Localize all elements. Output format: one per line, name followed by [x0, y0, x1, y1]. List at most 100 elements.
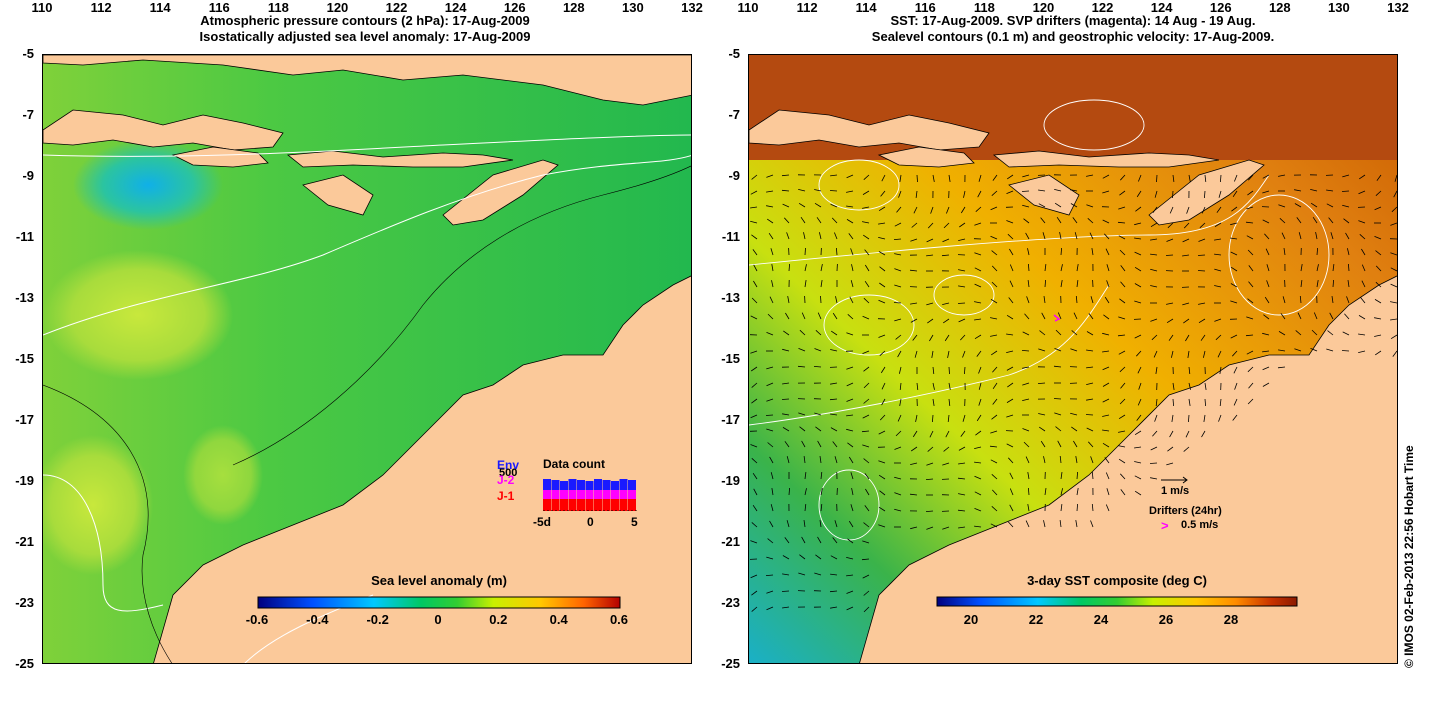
velocity-arrow — [830, 382, 838, 385]
velocity-arrow — [960, 206, 966, 214]
left-map-title: Atmospheric pressure contours (2 hPa): 1… — [40, 13, 690, 45]
velocity-arrow — [1374, 236, 1382, 240]
velocity-arrow — [1150, 446, 1158, 451]
velocity-arrow — [1118, 316, 1126, 320]
velocity-arrow — [1009, 488, 1014, 496]
velocity-arrow — [878, 299, 886, 304]
velocity-arrow — [897, 350, 902, 358]
velocity-arrow — [942, 318, 950, 324]
velocity-arrow — [978, 174, 982, 182]
velocity-arrow — [1297, 312, 1302, 320]
velocity-arrow — [766, 366, 774, 370]
velocity-arrow — [878, 524, 886, 528]
velocity-arrow — [850, 504, 854, 512]
velocity-arrow — [815, 330, 822, 336]
velocity-arrow — [1201, 206, 1206, 214]
sla-colorbar-tick: -0.6 — [245, 612, 269, 627]
velocity-arrow — [1219, 398, 1222, 407]
velocity-arrow — [1117, 334, 1126, 337]
velocity-arrow — [1316, 264, 1319, 272]
velocity-arrow — [784, 217, 790, 224]
velocity-arrow — [1246, 206, 1254, 210]
velocity-arrow — [750, 444, 758, 448]
velocity-arrow — [974, 334, 982, 340]
velocity-arrow — [1248, 265, 1254, 272]
velocity-arrow — [788, 487, 790, 496]
velocity-arrow — [1358, 220, 1366, 224]
velocity-arrow — [1086, 349, 1094, 352]
velocity-arrow — [862, 444, 870, 448]
sst-colorbar-tick: 24 — [1093, 612, 1109, 627]
velocity-arrow — [817, 440, 822, 448]
data-count-series-j2: J-2 — [497, 473, 515, 487]
velocity-arrow — [893, 302, 902, 304]
velocity-arrow — [820, 503, 823, 512]
velocity-arrow — [798, 189, 806, 192]
velocity-arrow — [880, 366, 886, 374]
velocity-arrow — [846, 174, 854, 179]
velocity-arrow — [992, 366, 998, 373]
velocity-arrow — [1076, 280, 1079, 288]
velocity-arrow — [863, 606, 870, 613]
velocity-arrow — [751, 297, 758, 304]
velocity-arrow — [751, 606, 758, 612]
velocity-arrow — [931, 350, 934, 358]
velocity-arrow — [1230, 334, 1238, 339]
velocity-arrow — [766, 190, 774, 193]
velocity-arrow — [990, 317, 998, 320]
velocity-arrow — [820, 471, 823, 480]
velocity-arrow — [1332, 264, 1335, 272]
velocity-arrow — [974, 222, 982, 226]
velocity-arrow — [1342, 331, 1350, 336]
velocity-arrow — [751, 174, 758, 180]
velocity-arrow — [1059, 232, 1062, 240]
velocity-arrow — [1008, 297, 1014, 304]
velocity-arrow — [1102, 174, 1110, 179]
velocity-arrow — [978, 382, 982, 390]
velocity-arrow — [898, 190, 902, 198]
velocity-arrow — [1138, 382, 1142, 390]
velocity-arrow — [1155, 366, 1158, 374]
velocity-arrow — [1316, 280, 1319, 288]
velocity-arrow — [942, 526, 950, 530]
velocity-arrow — [863, 366, 870, 372]
sst-colorbar-tick: 22 — [1028, 612, 1044, 627]
velocity-arrow — [814, 572, 822, 576]
velocity-arrow — [1374, 334, 1382, 337]
velocity-arrow — [1300, 264, 1303, 272]
data-count-bar — [585, 490, 594, 499]
velocity-arrow — [1342, 174, 1350, 178]
velocity-arrow — [1310, 189, 1318, 192]
x-tick-label: 128 — [562, 0, 585, 15]
velocity-arrow — [1247, 298, 1254, 304]
velocity-arrow — [926, 526, 934, 530]
velocity-arrow — [786, 232, 790, 240]
velocity-arrow — [881, 174, 886, 182]
velocity-arrow — [1204, 190, 1206, 199]
velocity-arrow — [1230, 283, 1238, 288]
velocity-arrow — [1188, 366, 1191, 375]
velocity-arrow — [927, 222, 934, 229]
velocity-arrow — [1375, 265, 1382, 272]
java-island — [43, 109, 284, 151]
velocity-arrow — [1137, 366, 1142, 374]
velocity-arrow — [750, 540, 758, 544]
sst-colorbar — [936, 596, 1298, 607]
x-tick-label: 132 — [1387, 0, 1409, 15]
velocity-arrow — [830, 573, 838, 576]
velocity-arrow — [1187, 350, 1190, 358]
velocity-arrow — [819, 232, 822, 240]
velocity-arrow — [1347, 280, 1350, 288]
velocity-arrow — [1022, 428, 1030, 432]
velocity-arrow — [942, 462, 950, 466]
velocity-arrow — [878, 334, 886, 338]
y-tick-label: -21 — [15, 534, 34, 549]
velocity-arrow — [1106, 280, 1110, 288]
velocity-arrow — [1086, 204, 1094, 208]
x-tick-label: 120 — [1032, 0, 1055, 15]
velocity-arrow — [1086, 382, 1094, 385]
data-count-bar — [611, 481, 619, 490]
velocity-arrow — [992, 382, 998, 390]
velocity-arrow — [1055, 426, 1062, 432]
velocity-arrow — [863, 458, 870, 464]
